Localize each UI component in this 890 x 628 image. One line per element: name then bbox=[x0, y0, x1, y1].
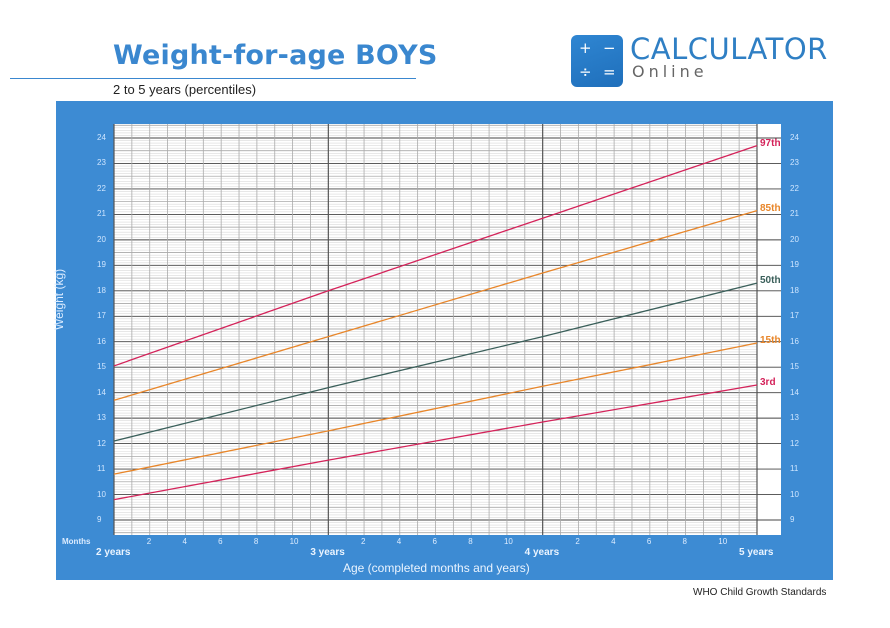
divide-symbol: ÷ bbox=[579, 63, 592, 81]
x-tick-year: 5 years bbox=[739, 547, 774, 558]
x-tick-month: 8 bbox=[682, 537, 687, 546]
brand-name: CALCULATOR bbox=[630, 32, 828, 66]
y-tick-left: 14 bbox=[97, 387, 106, 397]
y-tick-left: 12 bbox=[97, 438, 106, 448]
y-tick-right: 9 bbox=[790, 515, 795, 524]
calculator-icon: + − ÷ = bbox=[571, 35, 623, 87]
percentile-label-50th: 50th bbox=[760, 275, 781, 287]
y-tick-right: 14 bbox=[790, 387, 799, 397]
y-tick-left: 21 bbox=[97, 209, 106, 219]
y-tick-right: 22 bbox=[790, 183, 799, 193]
percentile-curve-85th bbox=[113, 209, 758, 401]
y-tick-left: 24 bbox=[97, 133, 106, 142]
brand-subname: Online bbox=[632, 62, 708, 81]
source-note: WHO Child Growth Standards bbox=[693, 587, 827, 598]
x-axis-title: Age (completed months and years) bbox=[343, 561, 530, 575]
title-divider bbox=[10, 78, 416, 79]
y-tick-right: 24 bbox=[790, 133, 799, 142]
y-tick-left: 10 bbox=[97, 489, 106, 499]
percentile-label-85th: 85th bbox=[760, 202, 781, 214]
x-tick-month: 6 bbox=[218, 537, 223, 546]
y-tick-right: 23 bbox=[790, 158, 799, 168]
x-tick-year: 3 years bbox=[310, 547, 345, 558]
x-tick-year: 4 years bbox=[524, 547, 560, 558]
chart-subtitle: 2 to 5 years (percentiles) bbox=[113, 82, 257, 97]
y-tick-left: 17 bbox=[97, 311, 106, 321]
y-tick-left: 18 bbox=[97, 285, 106, 295]
percentile-curve-15th bbox=[113, 342, 758, 475]
y-axis-title: Weight (kg) bbox=[52, 268, 66, 330]
x-tick-month: 8 bbox=[253, 537, 259, 546]
percentile-curve-97th bbox=[113, 145, 758, 367]
minus-symbol: − bbox=[603, 39, 616, 57]
x-tick-month: 10 bbox=[289, 537, 299, 546]
percentile-curve-3rd bbox=[113, 384, 758, 501]
percentile-label-97th: 97th bbox=[760, 137, 781, 149]
plus-symbol: + bbox=[579, 39, 592, 57]
x-tick-month: 2 bbox=[361, 537, 366, 546]
y-tick-left: 13 bbox=[97, 413, 106, 423]
y-tick-left: 22 bbox=[97, 183, 106, 193]
x-tick-month: 10 bbox=[718, 537, 728, 546]
x-tick-month: 2 bbox=[146, 537, 152, 546]
y-tick-right: 11 bbox=[790, 464, 799, 474]
y-tick-right: 13 bbox=[790, 413, 799, 423]
label-gutter bbox=[757, 124, 781, 535]
x-tick-month: 6 bbox=[646, 537, 652, 546]
y-tick-left: 11 bbox=[97, 464, 106, 474]
y-tick-right: 10 bbox=[790, 489, 799, 499]
y-tick-right: 12 bbox=[790, 438, 799, 448]
percentile-label-15th: 15th bbox=[760, 335, 781, 346]
x-tick-year: 2 years bbox=[96, 547, 131, 558]
y-tick-right: 20 bbox=[790, 234, 799, 244]
y-tick-right: 17 bbox=[790, 311, 799, 321]
y-tick-left: 23 bbox=[97, 158, 106, 168]
y-tick-left: 20 bbox=[97, 234, 106, 244]
y-tick-right: 18 bbox=[790, 285, 799, 295]
y-tick-left: 15 bbox=[97, 362, 106, 372]
x-tick-month: 4 bbox=[396, 537, 402, 546]
x-tick-month: 4 bbox=[182, 537, 187, 546]
y-tick-right: 15 bbox=[790, 362, 799, 372]
chart-title: Weight-for-age BOYS bbox=[113, 40, 438, 71]
months-label: Months bbox=[62, 537, 91, 546]
y-tick-left: 9 bbox=[97, 515, 102, 524]
y-tick-right: 19 bbox=[790, 260, 799, 270]
x-tick-month: 10 bbox=[503, 537, 513, 546]
percentile-curve-50th bbox=[113, 282, 758, 442]
percentile-label-3rd: 3rd bbox=[760, 377, 776, 389]
y-tick-right: 21 bbox=[790, 209, 799, 219]
y-tick-left: 19 bbox=[97, 260, 106, 270]
y-tick-right: 16 bbox=[790, 336, 799, 346]
x-tick-month: 4 bbox=[611, 537, 616, 546]
x-tick-month: 8 bbox=[468, 537, 473, 546]
x-tick-month: 6 bbox=[432, 537, 437, 546]
x-tick-month: 2 bbox=[575, 537, 580, 546]
y-tick-left: 16 bbox=[97, 336, 106, 346]
equals-symbol: = bbox=[603, 63, 616, 81]
